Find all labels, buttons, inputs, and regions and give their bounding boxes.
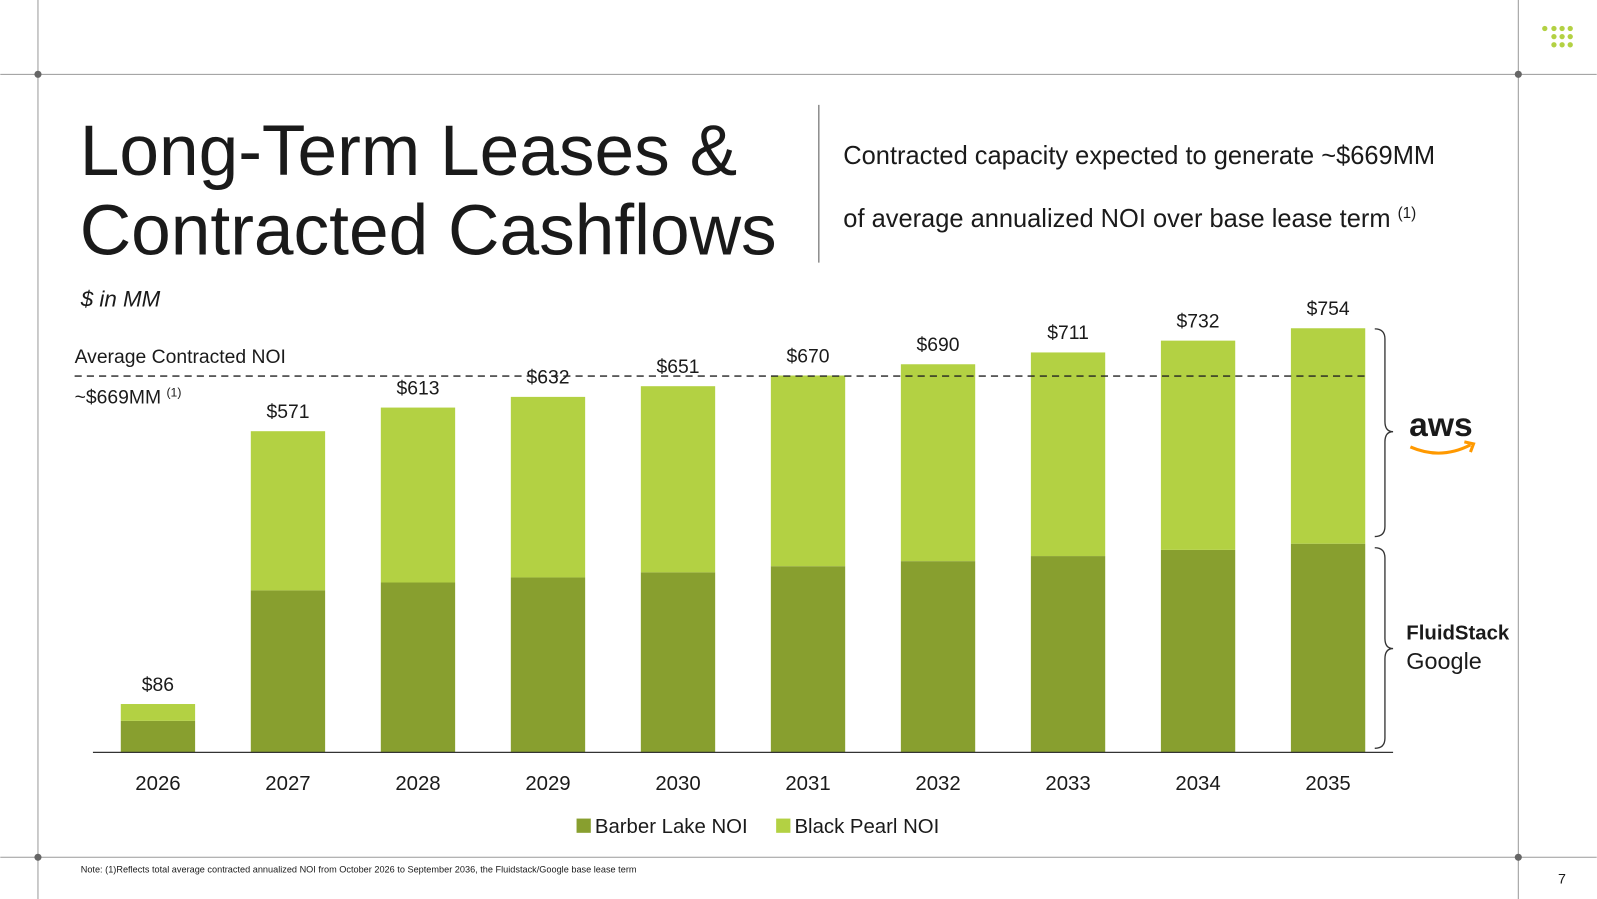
bar-segment: [250, 431, 326, 591]
bar-segment: [770, 375, 846, 567]
x-tick-label: 2027: [265, 773, 310, 795]
total-label: $732: [1177, 310, 1220, 332]
x-tick-label: 2026: [135, 773, 180, 795]
total-label: $754: [1307, 298, 1350, 320]
title: Contracted Cashflows: [80, 191, 777, 271]
x-tick-label: 2035: [1305, 773, 1350, 795]
average-label: Average Contracted NOI: [75, 346, 286, 368]
subtitle-note: (1): [1398, 205, 1417, 222]
bar-segment: [1160, 549, 1236, 753]
x-tick-label: 2030: [655, 773, 700, 795]
footnote: Note: (1)Reflects total average contract…: [81, 865, 637, 875]
legend-swatch: [776, 818, 791, 833]
brackets: [1374, 328, 1394, 749]
x-tick-label: 2034: [1175, 773, 1220, 795]
subtitle-text: of average annualized NOI over base leas…: [843, 205, 1390, 233]
bar-segment: [380, 407, 456, 583]
bar-segment: [380, 582, 456, 753]
average-value: ~$669MM (1): [75, 385, 182, 408]
total-label: $632: [526, 367, 569, 389]
bar-segment: [1290, 328, 1366, 544]
bar-segment: [250, 590, 326, 753]
aws-smile: [1409, 440, 1476, 455]
x-tick-label: 2031: [785, 773, 830, 795]
total-label: $651: [657, 356, 700, 378]
bar-segment: [510, 577, 586, 753]
units: $ in MM: [80, 286, 161, 311]
fluidstack-logo: FluidStack: [1406, 622, 1510, 644]
total-label: $86: [142, 674, 174, 696]
x-tick-label: 2028: [395, 773, 440, 795]
legend-label: Black Pearl NOI: [794, 816, 939, 838]
total-label: $613: [396, 377, 439, 399]
frame-dots: [34, 70, 1522, 861]
bar-segment: [1290, 543, 1366, 753]
bar-segment: [510, 396, 586, 578]
legend-label: Barber Lake NOI: [595, 816, 748, 838]
x-tick-label: 2032: [915, 773, 960, 795]
bar-segment: [770, 566, 846, 753]
aws-logo: aws: [1409, 407, 1472, 444]
total-label: $690: [917, 334, 960, 356]
average-note: (1): [166, 385, 181, 399]
chart: $86 2026 $571 2027 $613 2028 $632 2029 $651 2030 $…: [75, 298, 1394, 838]
x-tick-label: 2033: [1045, 773, 1090, 795]
total-label: $711: [1047, 322, 1089, 344]
logo-dots: [1542, 25, 1573, 48]
total-label: $571: [266, 401, 309, 423]
bar-segment: [640, 572, 716, 753]
bar-segment: [1030, 556, 1106, 753]
bar-segment: [640, 386, 716, 573]
bar-segment: [1160, 340, 1236, 550]
x-tick-label: 2029: [525, 773, 570, 795]
total-label: $670: [787, 345, 830, 367]
bar-segment: [1030, 352, 1106, 557]
title: Long-Term Leases &: [80, 111, 737, 191]
google-logo: Google: [1406, 648, 1481, 674]
bar-segment: [900, 364, 976, 562]
legend-swatch: [576, 818, 591, 833]
subtitle: Contracted capacity expected to generate…: [843, 142, 1435, 170]
page-number: 7: [1558, 872, 1566, 888]
bar-segment: [900, 561, 976, 753]
average-value-label: ~$669MM: [75, 387, 162, 409]
bar-segment: [120, 704, 196, 721]
bar-segment: [120, 720, 196, 753]
subtitle: of average annualized NOI over base leas…: [843, 205, 1416, 233]
